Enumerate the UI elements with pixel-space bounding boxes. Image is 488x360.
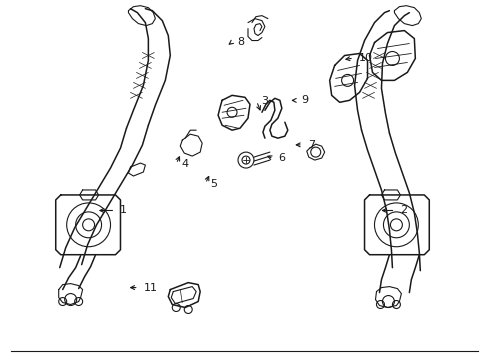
Text: 1: 1 xyxy=(120,206,127,216)
Text: 9: 9 xyxy=(301,95,308,105)
Text: 5: 5 xyxy=(210,179,217,189)
Text: 6: 6 xyxy=(278,153,285,163)
Text: 8: 8 xyxy=(237,37,244,47)
Text: 3: 3 xyxy=(261,96,268,106)
Text: 7: 7 xyxy=(307,140,314,150)
Text: 4: 4 xyxy=(181,159,188,169)
Text: 10: 10 xyxy=(358,53,372,63)
Text: 2: 2 xyxy=(400,206,407,216)
Text: 11: 11 xyxy=(143,283,157,293)
